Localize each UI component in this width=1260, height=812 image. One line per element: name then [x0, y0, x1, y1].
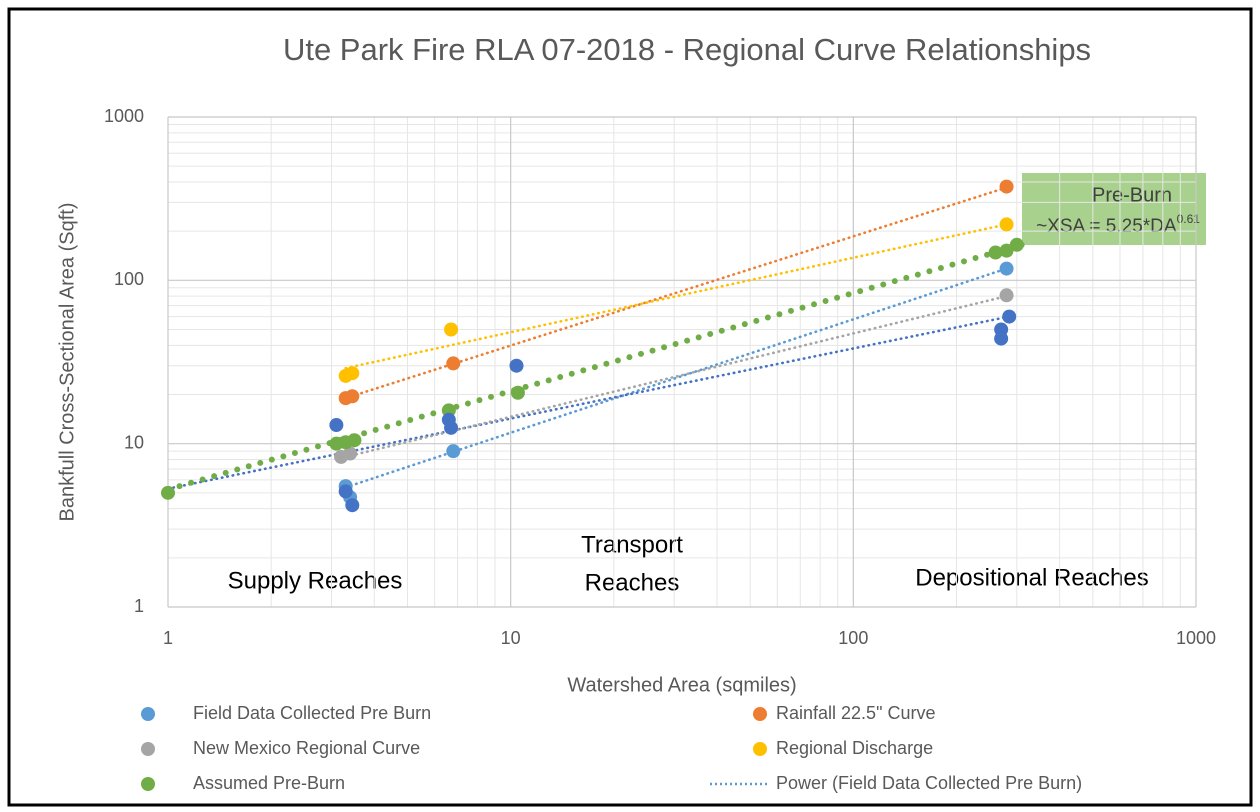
point	[345, 389, 360, 404]
y-tick-label: 1000	[104, 106, 144, 126]
annotation: ~XSA = 5.25*DA0.61	[1036, 212, 1200, 237]
point	[347, 433, 362, 448]
y-tick-label: 100	[114, 269, 144, 289]
chart-title: Ute Park Fire RLA 07-2018 - Regional Cur…	[283, 32, 1091, 67]
trendline	[165, 241, 1025, 493]
point	[999, 288, 1014, 303]
point	[345, 366, 360, 381]
point	[446, 444, 461, 459]
y-axis-label: Bankfull Cross-Sectional Area (Sqft)	[56, 202, 78, 521]
annotation: Transport	[581, 531, 683, 558]
point	[1009, 237, 1024, 252]
point	[994, 331, 1009, 346]
legend-item: Field Data Collected Pre Burn	[141, 703, 431, 723]
point	[345, 498, 360, 513]
point	[509, 358, 524, 373]
legend-marker	[141, 742, 155, 756]
point	[161, 485, 175, 500]
annotation-text: ~XSA = 5.25*DA	[1036, 216, 1177, 237]
x-tick-label: 100	[838, 628, 868, 648]
point	[999, 243, 1014, 258]
point	[999, 217, 1014, 232]
trendline	[166, 315, 1011, 491]
annotation: Depositional Reaches	[915, 564, 1148, 591]
chart-border	[7, 7, 1253, 807]
x-tick-label: 1	[163, 628, 173, 648]
annotation-superscript: 0.61	[1177, 212, 1201, 226]
legend-label: New Mexico Regional Curve	[193, 738, 420, 758]
point	[444, 420, 459, 435]
point	[988, 245, 1003, 260]
point	[1002, 309, 1017, 324]
x-tick-label: 10	[501, 628, 521, 648]
x-tick-label: 1000	[1176, 628, 1216, 648]
legend-label: Regional Discharge	[776, 738, 933, 758]
annotation-box	[1022, 173, 1206, 245]
point	[343, 446, 358, 461]
point	[999, 261, 1014, 276]
legend-label: Assumed Pre-Burn	[193, 773, 345, 793]
y-tick-label: 1	[134, 596, 144, 616]
point	[444, 322, 459, 337]
legend-item: Power (Field Data Collected Pre Burn)	[710, 773, 1082, 793]
legend-item: Rainfall 22.5" Curve	[753, 703, 935, 723]
legend-item: Assumed Pre-Burn	[141, 773, 345, 793]
trendline	[344, 294, 1008, 459]
point	[338, 484, 353, 499]
y-tick-label: 10	[124, 432, 144, 452]
legend-label: Field Data Collected Pre Burn	[193, 703, 431, 723]
annotation: Pre-Burn	[1092, 184, 1172, 206]
legend-marker	[753, 707, 767, 721]
legend-item: Regional Discharge	[753, 738, 933, 758]
legend-marker	[141, 777, 155, 791]
legend-marker	[141, 707, 155, 721]
point	[446, 356, 461, 371]
point	[999, 179, 1014, 194]
legend-label: Power (Field Data Collected Pre Burn)	[776, 773, 1082, 793]
annotation: Supply Reaches	[228, 567, 403, 594]
legend-item: New Mexico Regional Curve	[141, 738, 420, 758]
annotation: Reaches	[585, 569, 680, 596]
legend-label: Rainfall 22.5" Curve	[776, 703, 935, 723]
point	[510, 385, 525, 400]
x-axis-label: Watershed Area (sqmiles)	[567, 674, 796, 696]
point	[329, 418, 344, 433]
legend-marker	[753, 742, 767, 756]
grid	[167, 116, 1197, 608]
